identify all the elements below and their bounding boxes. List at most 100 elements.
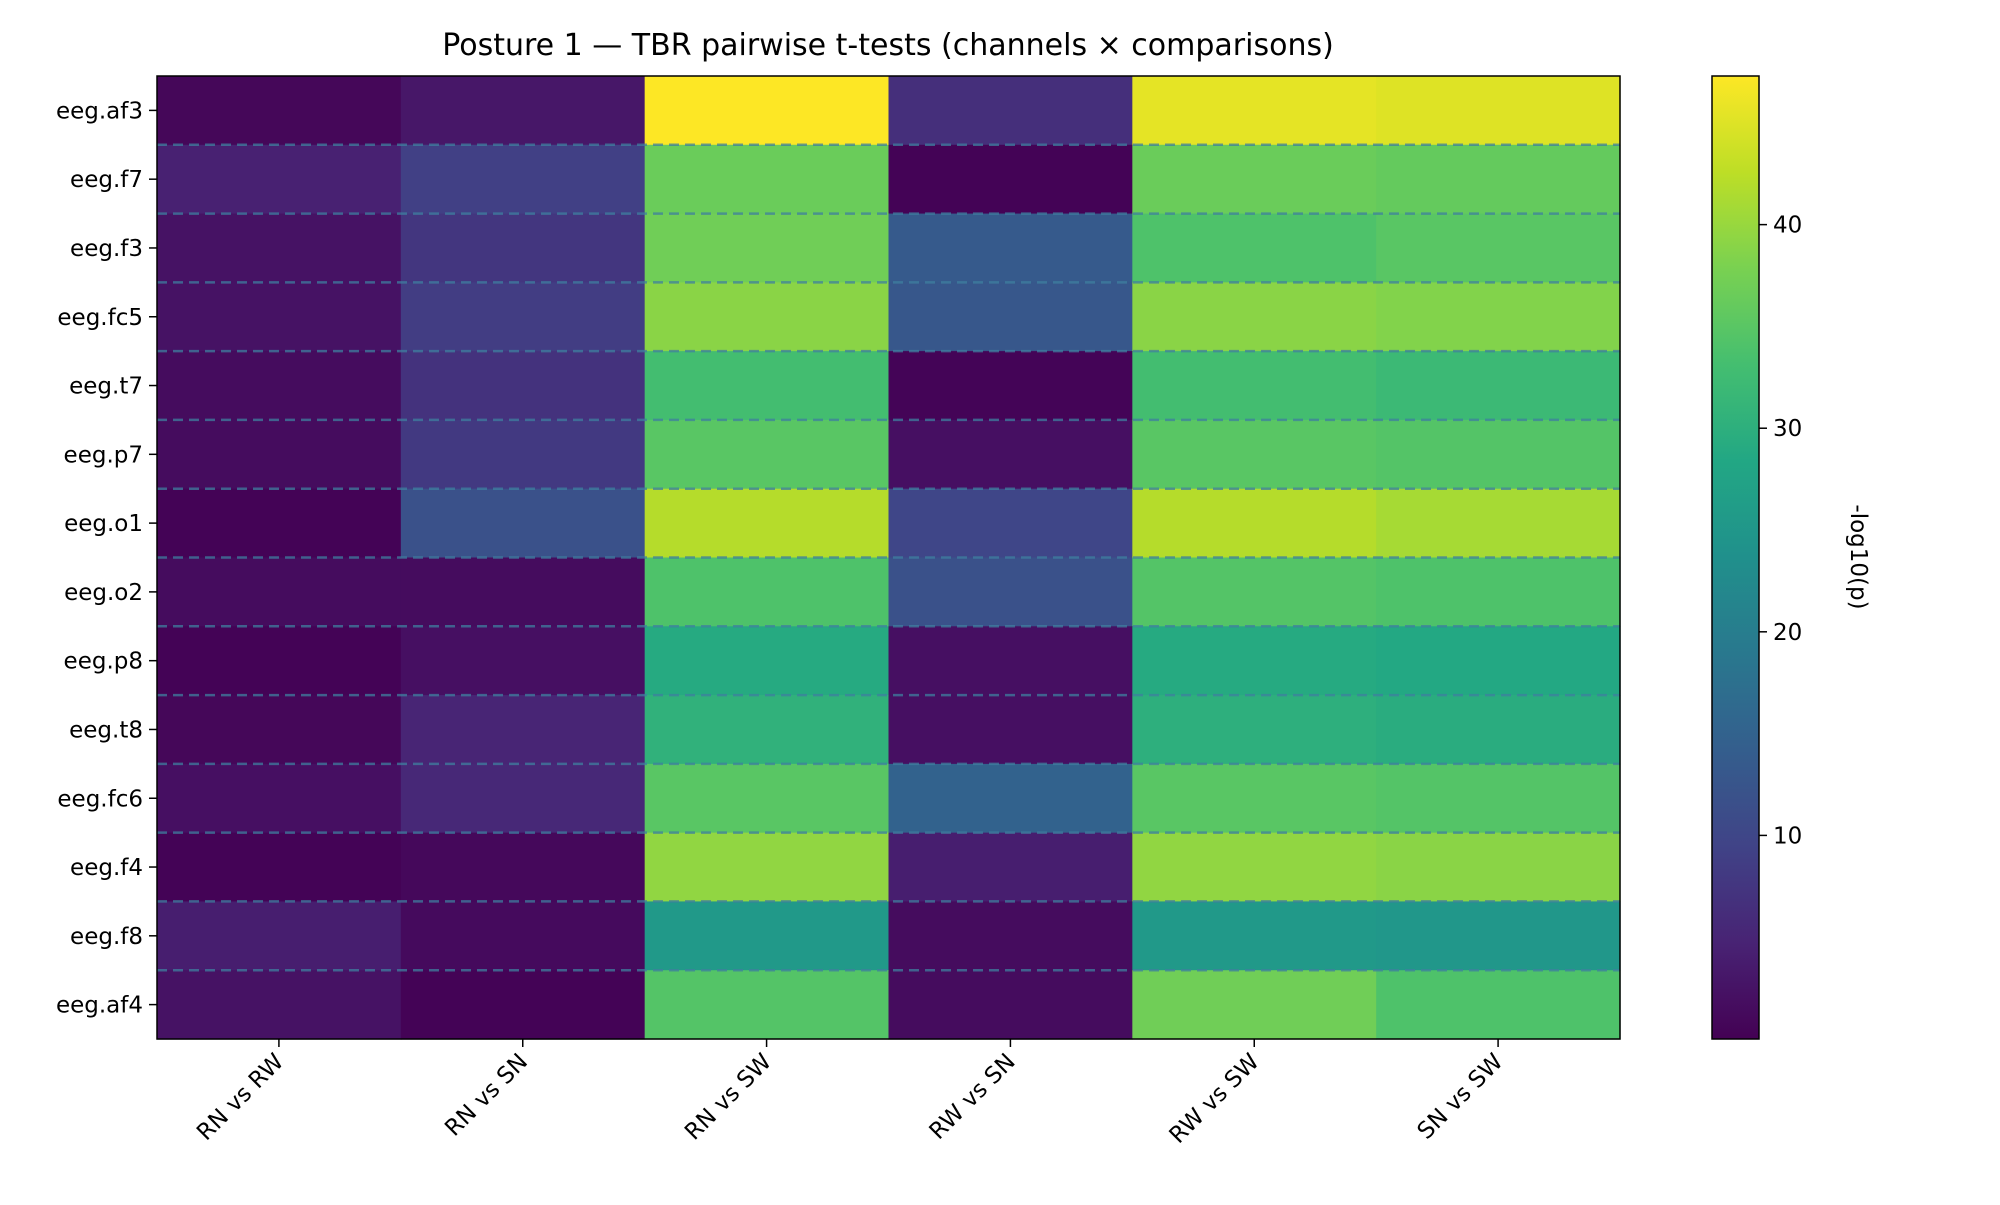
heatmap-cell — [400, 901, 646, 971]
heatmap-cell — [157, 626, 402, 696]
colorbar-tick-label: 30 — [1773, 416, 1802, 442]
y-tick-label: eeg.f7 — [70, 167, 143, 193]
plot-frame — [156, 75, 1621, 1040]
heatmap-cell — [888, 763, 1133, 834]
x-tick-label: RW vs SN — [925, 1049, 1021, 1145]
y-tick-label: eeg.p8 — [64, 649, 143, 675]
colorbar-tick-label: 10 — [1773, 823, 1802, 849]
chart-title: Posture 1 — TBR pairwise t-tests (channe… — [442, 28, 1334, 63]
heatmap-cell — [644, 488, 890, 559]
heatmap-cell — [1132, 488, 1377, 559]
heatmap-cell — [400, 351, 646, 421]
heatmap-cell — [1376, 419, 1621, 490]
colorbar-frame — [1711, 75, 1760, 1040]
x-axis: RN vs RW RN vs SN RN vs SW RW vs SN RW vs SW… — [192, 1039, 1508, 1149]
heatmap-cell — [1376, 970, 1621, 1040]
colorbar-tick-label: 40 — [1773, 213, 1802, 239]
heatmap-cell — [1376, 695, 1621, 765]
y-axis: eeg.af3 eeg.f7 eeg.f3 eeg.fc5 eeg.t7 eeg.p7 ee… — [56, 98, 157, 1019]
heatmap-cell — [1376, 213, 1621, 283]
heatmap-cell — [1132, 76, 1377, 146]
heatmap-cell — [1132, 695, 1377, 765]
heatmap-cell — [400, 282, 646, 352]
heatmap-cell — [644, 351, 890, 421]
heatmap-cell — [888, 832, 1133, 903]
heatmap-cell — [157, 901, 402, 971]
heatmap-cell — [644, 832, 890, 903]
heatmap-cell — [1376, 76, 1621, 146]
heatmap-cell — [157, 213, 402, 283]
heatmap-cell — [1132, 901, 1377, 971]
heatmap-cell — [1376, 144, 1621, 215]
heatmap-cell — [1376, 763, 1621, 834]
heatmap-cell — [157, 76, 402, 146]
x-tick-label: RN vs RW — [192, 1049, 289, 1146]
heatmap-cell — [157, 970, 402, 1040]
x-tick-label: RN vs SW — [680, 1049, 777, 1146]
x-tick-label: RN vs SN — [440, 1049, 533, 1142]
heatmap-cell — [1132, 970, 1377, 1040]
heatmap-cell — [888, 901, 1133, 971]
heatmap-cell — [888, 76, 1133, 146]
heatmap-cell — [400, 419, 646, 490]
heatmap-cell — [888, 282, 1133, 352]
heatmap-cell — [400, 626, 646, 696]
heatmap-cell — [400, 144, 646, 215]
colorbar-gradient — [1712, 76, 1759, 1039]
heatmap-cell — [888, 351, 1133, 421]
colorbar-label: -log10(p) — [1845, 504, 1871, 609]
y-tick-label: eeg.af3 — [56, 98, 143, 124]
heatmap-cell — [644, 144, 890, 215]
heatmap-cell — [888, 488, 1133, 559]
heatmap-cell — [157, 144, 402, 215]
heatmap-cell — [1132, 144, 1377, 215]
heatmap-cell — [400, 970, 646, 1040]
heatmap-cell — [644, 901, 890, 971]
heatmap-cell — [400, 557, 646, 627]
heatmap-cell — [888, 213, 1133, 283]
heatmap-cell — [1376, 557, 1621, 627]
y-tick-label: eeg.f8 — [70, 924, 143, 950]
heatmap-cell — [1376, 626, 1621, 696]
heatmap-cell — [644, 282, 890, 352]
heatmap-cell — [157, 557, 402, 627]
y-tick-label: eeg.fc6 — [57, 786, 143, 812]
heatmap-cell — [644, 763, 890, 834]
heatmap-cell — [644, 626, 890, 696]
heatmap-cell — [888, 695, 1133, 765]
y-tick-label: eeg.f3 — [70, 236, 143, 262]
y-tick-label: eeg.p7 — [64, 442, 143, 468]
heatmap-cell — [644, 557, 890, 627]
heatmap-cell — [1376, 832, 1621, 903]
heatmap-cell — [1132, 832, 1377, 903]
heatmap-cell — [400, 76, 646, 146]
y-tick-label: eeg.t7 — [69, 374, 143, 400]
heatmap-cell — [400, 213, 646, 283]
heatmap-cell — [1376, 901, 1621, 971]
heatmap-cell — [157, 282, 402, 352]
heatmap-cell — [1376, 351, 1621, 421]
heatmap-cells — [157, 76, 1621, 1040]
heatmap-cell — [157, 763, 402, 834]
y-tick-label: eeg.f4 — [70, 855, 143, 881]
heatmap-cell — [644, 213, 890, 283]
heatmap-cell — [400, 763, 646, 834]
heatmap-cell — [644, 419, 890, 490]
heatmap-cell — [644, 970, 890, 1040]
heatmap-cell — [1132, 351, 1377, 421]
x-tick-label: RW vs SW — [1165, 1049, 1265, 1149]
heatmap-cell — [644, 76, 890, 146]
colorbar-ticks: 10 20 30 40 — [1759, 213, 1802, 849]
heatmap-cell — [888, 557, 1133, 627]
heatmap-cell — [888, 626, 1133, 696]
heatmap-cell — [1132, 282, 1377, 352]
heatmap-cell — [400, 488, 646, 559]
y-tick-label: eeg.fc5 — [57, 305, 143, 331]
heatmap-cell — [1132, 419, 1377, 490]
x-tick-label: SN vs SW — [1413, 1049, 1509, 1145]
y-tick-label: eeg.o2 — [64, 580, 143, 606]
y-tick-label: eeg.af4 — [56, 993, 143, 1019]
heatmap-cell — [1376, 282, 1621, 352]
heatmap-cell — [157, 832, 402, 903]
